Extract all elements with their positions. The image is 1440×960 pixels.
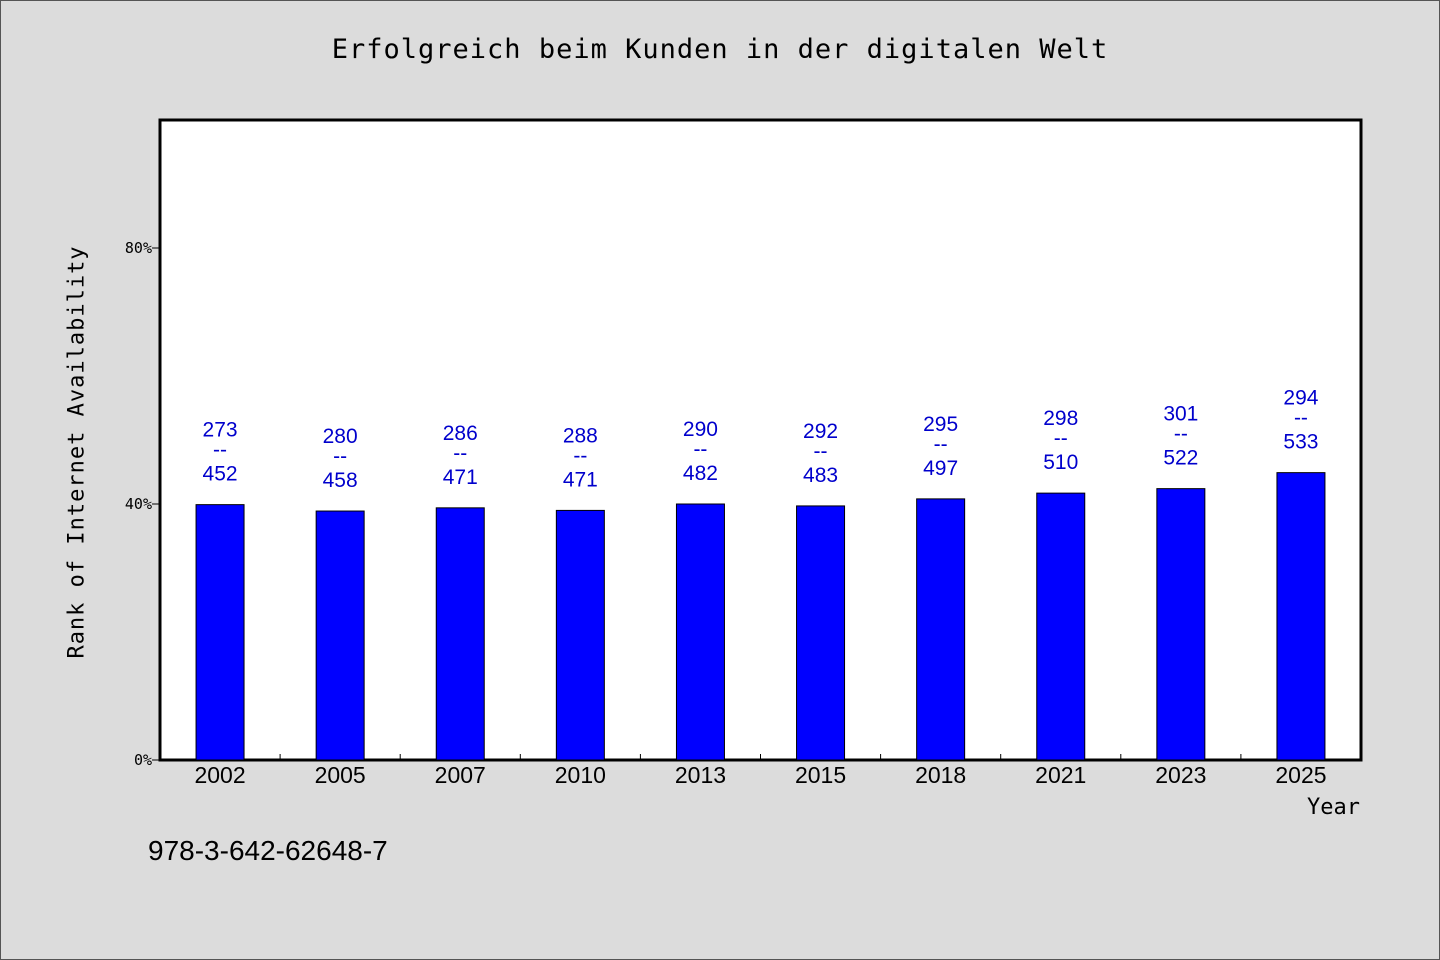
bar-2015 <box>796 505 846 761</box>
bar-label-separator: -- <box>934 433 948 456</box>
bar-label-bottom: 452 <box>203 463 238 486</box>
x-tick-label: 2023 <box>1155 762 1206 788</box>
bar-label-top: 298 <box>1043 407 1078 430</box>
x-tick-label: 2015 <box>795 762 846 788</box>
bar-label-separator: -- <box>453 442 467 465</box>
x-tick-label: 2025 <box>1275 762 1326 788</box>
x-tick-label: 2018 <box>915 762 966 788</box>
bar-labels-group: 273--452280--458286--471288--471290--482… <box>203 387 1319 492</box>
x-tick-label: 2005 <box>315 762 366 788</box>
x-axis-label: Year <box>1307 795 1360 820</box>
bar-label-bottom: 471 <box>563 468 598 491</box>
bar-label-bottom: 522 <box>1163 447 1198 470</box>
bar-2010 <box>555 509 605 761</box>
bar-label-top: 292 <box>803 420 838 443</box>
bar-label-top: 280 <box>323 425 358 448</box>
y-tick-label: 0% <box>134 751 152 769</box>
bar-label-top: 294 <box>1283 387 1318 410</box>
bar-label-separator: -- <box>1174 423 1188 446</box>
bar-label-top: 273 <box>203 419 238 442</box>
bar-label-top: 301 <box>1163 403 1198 426</box>
bar-label-bottom: 510 <box>1043 451 1078 474</box>
bar-label-bottom: 458 <box>323 469 358 492</box>
x-tick-label: 2013 <box>675 762 726 788</box>
bar-2018 <box>916 498 966 761</box>
bar-2025 <box>1276 472 1326 761</box>
y-tick-label: 80% <box>125 239 152 257</box>
isbn-footer: 978-3-642-62648-7 <box>148 835 388 866</box>
bar-label-separator: -- <box>213 439 227 462</box>
bar-label-bottom: 497 <box>923 457 958 480</box>
bar-label-bottom: 483 <box>803 464 838 487</box>
axis-ticks-group: 0% 40% 80% 2002 2005 2007 2010 2013 2015 2018 2021… <box>125 239 1327 788</box>
x-tick-label: 2010 <box>555 762 606 788</box>
bars-group <box>195 472 1326 761</box>
bar-label-top: 286 <box>443 422 478 445</box>
bar-2013 <box>675 503 725 761</box>
bar-2007 <box>435 507 485 761</box>
x-tick-label: 2021 <box>1035 762 1086 788</box>
chart-title: Erfolgreich beim Kunden in der digitalen… <box>331 34 1109 65</box>
bar-2005 <box>315 510 365 761</box>
bar-label-separator: -- <box>1054 427 1068 450</box>
x-tick-label: 2002 <box>194 762 245 788</box>
bar-2021 <box>1036 492 1086 761</box>
bar-label-top: 288 <box>563 424 598 447</box>
bar-2023 <box>1156 488 1206 761</box>
bar-label-bottom: 482 <box>683 462 718 485</box>
bar-label-bottom: 533 <box>1283 431 1318 454</box>
bar-label-separator: -- <box>333 445 347 468</box>
bar-label-top: 295 <box>923 413 958 436</box>
bar-label-separator: -- <box>814 440 828 463</box>
bar-label-separator: -- <box>573 444 587 467</box>
bar-label-bottom: 471 <box>443 466 478 489</box>
y-tick-label: 40% <box>125 495 152 513</box>
x-tick-label: 2007 <box>435 762 486 788</box>
bar-label-top: 290 <box>683 418 718 441</box>
bar-2002 <box>195 504 245 761</box>
bar-label-separator: -- <box>1294 407 1308 430</box>
bar-label-separator: -- <box>693 438 707 461</box>
